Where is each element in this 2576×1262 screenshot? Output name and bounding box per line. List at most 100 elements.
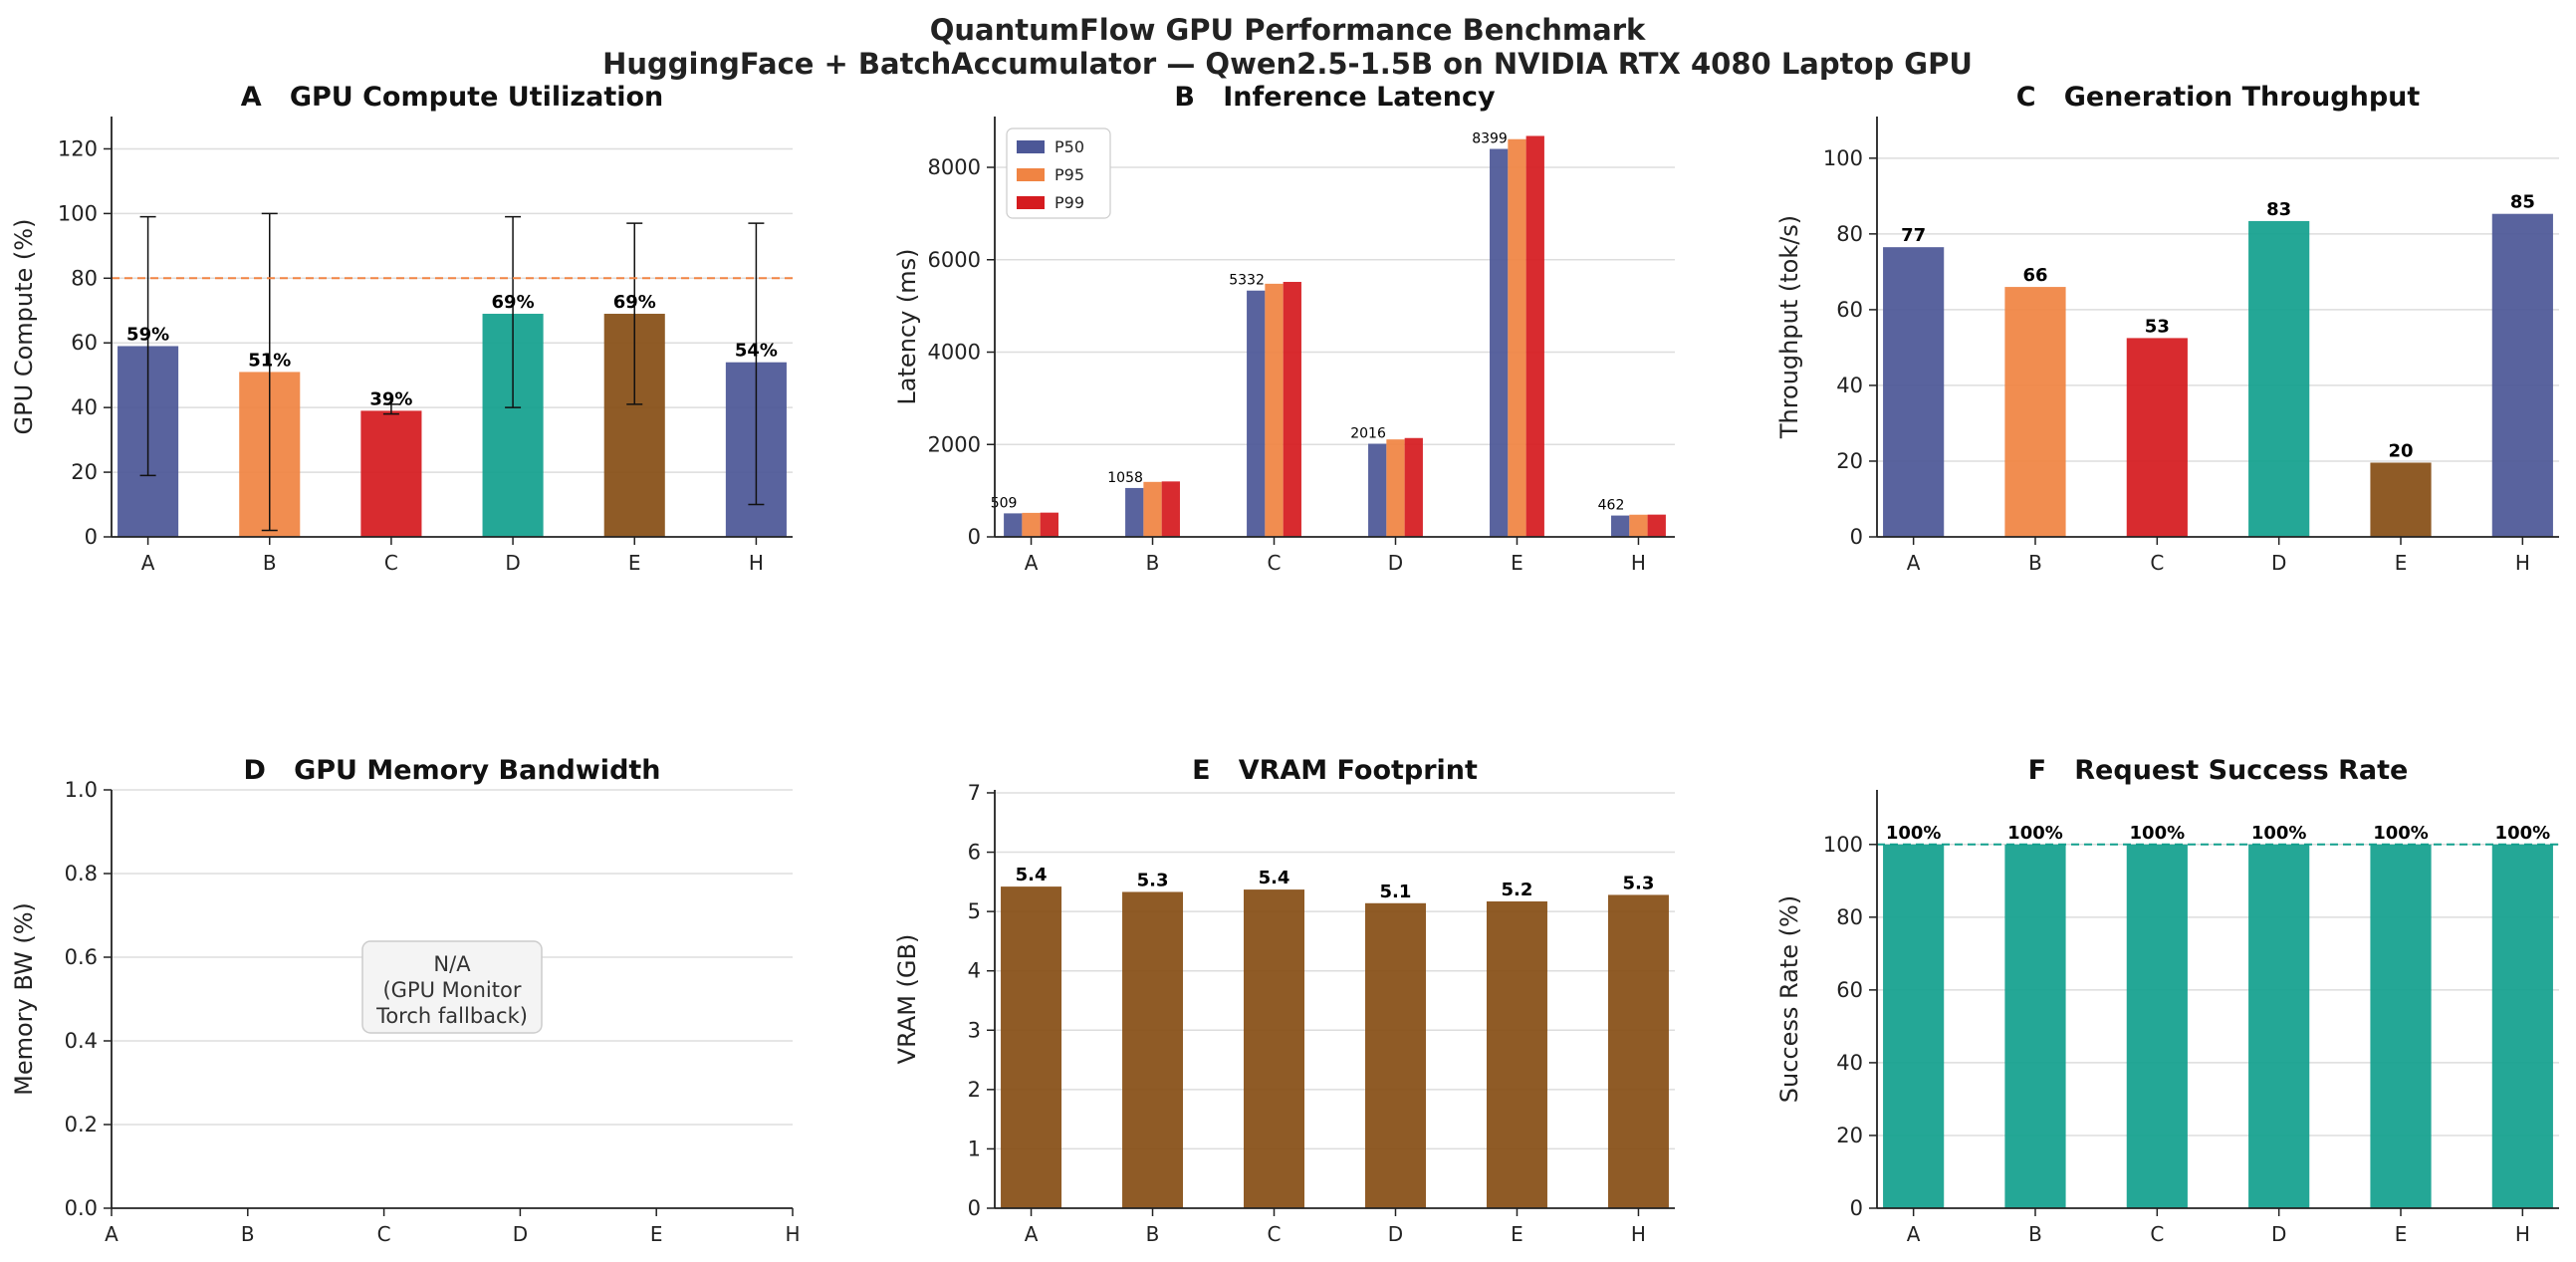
data-label: 2016: [1350, 426, 1386, 442]
y-tick-label: 80: [71, 266, 98, 290]
bar-p50-b: [1125, 487, 1144, 537]
y-tick-label: 100: [58, 201, 98, 225]
y-tick-label: 3: [968, 1018, 981, 1042]
bar-p95-a: [1022, 512, 1041, 537]
y-tick-label: 120: [58, 136, 98, 160]
y-tick-label: 40: [1836, 1051, 1863, 1075]
bar-c: [2126, 844, 2188, 1208]
bar-p95-d: [1386, 439, 1405, 537]
x-tick-label: H: [1631, 551, 1646, 575]
panel-title: D GPU Memory Bandwidth: [243, 755, 660, 786]
x-tick-label: E: [2395, 551, 2408, 575]
data-label: 5.3: [1623, 873, 1655, 893]
data-label: 5.4: [1259, 868, 1290, 888]
legend-swatch-p95: [1017, 168, 1045, 181]
data-label: 59%: [126, 324, 169, 345]
panel-title: F Request Success Rate: [2028, 755, 2409, 786]
x-tick-label: H: [1631, 1222, 1646, 1246]
y-tick-label: 20: [1836, 449, 1863, 473]
y-axis-label: Throughput (tok/s): [1775, 215, 1803, 439]
na-box: [361, 940, 543, 1034]
y-axis-label: Success Rate (%): [1775, 895, 1803, 1103]
bar-e: [2370, 844, 2432, 1208]
bar-b: [2004, 844, 2066, 1208]
y-tick-label: 6: [968, 841, 981, 865]
data-label: 69%: [492, 292, 535, 313]
y-tick-label: 0: [968, 1196, 981, 1220]
x-tick-label: D: [505, 551, 520, 575]
data-label: 66: [2022, 265, 2047, 286]
x-tick-label: A: [1025, 1222, 1039, 1246]
y-tick-label: 0: [1850, 525, 1863, 549]
panel-title: E VRAM Footprint: [1192, 755, 1478, 786]
x-tick-label: B: [1146, 551, 1160, 575]
bar-p50-d: [1368, 443, 1387, 537]
y-tick-label: 0: [968, 525, 981, 549]
x-tick-label: B: [2028, 551, 2042, 575]
data-label: 100%: [2495, 823, 2551, 844]
x-tick-label: E: [1511, 551, 1523, 575]
y-axis-label: VRAM (GB): [893, 934, 921, 1065]
y-tick-label: 20: [71, 460, 98, 484]
bar-p99-c: [1283, 282, 1301, 537]
x-tick-label: A: [1025, 551, 1039, 575]
figure-title-line1: QuantumFlow GPU Performance Benchmark: [930, 13, 1646, 47]
x-tick-label: B: [241, 1222, 255, 1246]
y-tick-label: 4000: [928, 341, 981, 365]
bar-d: [2248, 220, 2310, 537]
data-label: 83: [2266, 199, 2291, 220]
y-tick-label: 0.6: [65, 945, 98, 969]
data-label: 509: [991, 495, 1018, 511]
bar-p95-b: [1143, 481, 1162, 537]
x-tick-label: A: [141, 551, 155, 575]
x-tick-label: D: [1388, 551, 1403, 575]
y-tick-label: 0.8: [65, 862, 98, 885]
x-tick-label: H: [2515, 1222, 2530, 1246]
bar-d: [1364, 902, 1426, 1208]
x-tick-label: E: [1511, 1222, 1523, 1246]
data-label: 462: [1598, 498, 1625, 514]
x-tick-label: D: [2271, 551, 2286, 575]
x-tick-label: C: [384, 551, 398, 575]
panel-c: 77 66 53 83 20 85 0 20 40 60 80 100 A B C D E H C Generati…: [1775, 82, 2559, 575]
bar-p50-h: [1611, 515, 1630, 537]
data-label: 53: [2145, 316, 2170, 337]
y-tick-label: 2: [968, 1078, 981, 1102]
panel-title: B Inference Latency: [1174, 82, 1496, 113]
bar-p95-h: [1629, 514, 1648, 537]
y-tick-label: 6000: [928, 248, 981, 272]
data-label: 1058: [1107, 470, 1143, 486]
data-label: 20: [2388, 440, 2413, 461]
data-label: 8399: [1472, 131, 1508, 147]
x-tick-label: C: [1268, 551, 1282, 575]
x-tick-label: C: [2150, 551, 2164, 575]
y-tick-label: 1: [968, 1136, 981, 1160]
bar-p99-h: [1647, 514, 1666, 537]
x-tick-label: C: [1268, 1222, 1282, 1246]
x-tick-label: D: [513, 1222, 528, 1246]
data-label: 5.4: [1016, 865, 1048, 885]
bar-b: [2004, 287, 2066, 537]
bar-p95-e: [1508, 138, 1526, 537]
data-label: 5.2: [1502, 880, 1533, 900]
data-label: 5332: [1229, 273, 1265, 289]
panel-title: C Generation Throughput: [2016, 82, 2421, 113]
bar-p50-e: [1490, 148, 1509, 537]
bar-p50-c: [1247, 290, 1266, 537]
x-tick-label: E: [650, 1222, 663, 1246]
y-tick-label: 1.0: [65, 778, 98, 802]
data-label: 85: [2510, 192, 2535, 213]
y-tick-label: 0: [1850, 1196, 1863, 1220]
legend-swatch-p99: [1017, 196, 1045, 209]
y-tick-label: 80: [1836, 222, 1863, 246]
x-tick-label: H: [749, 551, 764, 575]
x-tick-label: C: [377, 1222, 391, 1246]
x-tick-label: H: [785, 1222, 800, 1246]
bar-p99-d: [1404, 437, 1423, 537]
x-tick-label: A: [1907, 551, 1921, 575]
panel-title: A GPU Compute Utilization: [241, 82, 664, 113]
y-tick-label: 100: [1823, 146, 1863, 170]
